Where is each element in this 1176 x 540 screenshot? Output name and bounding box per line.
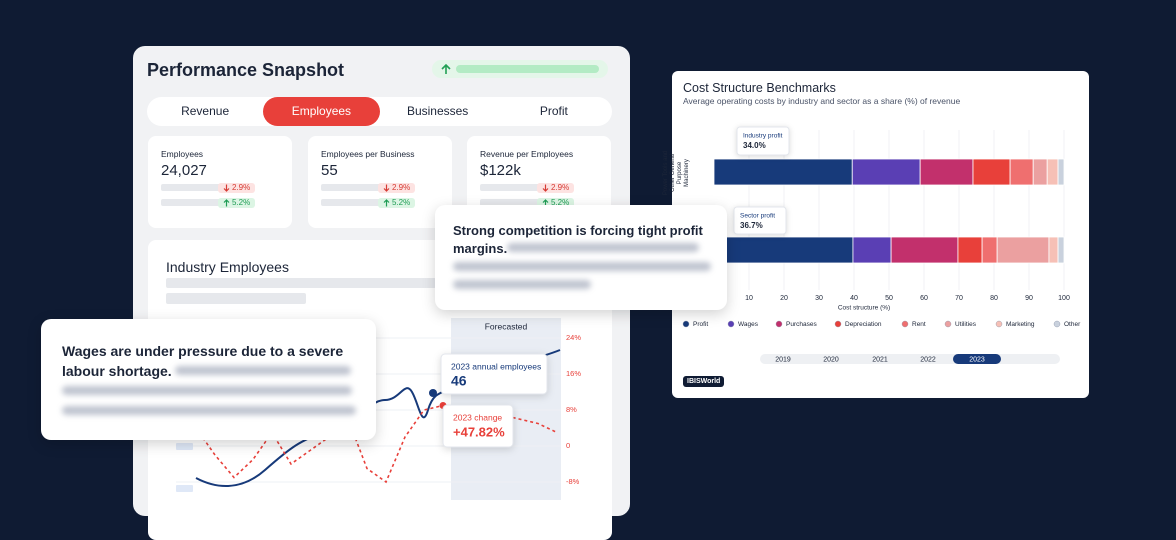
arrow-icon [223,184,230,192]
kpi-label: Revenue per Employees [480,149,574,159]
change-text: 5.2% [392,198,411,207]
insight-card: Wages are under pressure due to a severe… [41,319,376,440]
chart-subtitle: Average operating costs by industry and … [683,96,961,106]
chart-title: Cost Structure Benchmarks [683,81,836,95]
blurred-text [62,406,356,415]
change-badge: 5.2% [218,198,256,208]
insight-headline: Strong competition is forcing tight prof… [453,223,703,256]
insight-card: Strong competition is forcing tight prof… [435,205,727,310]
category-label: Power Tools and Other General Purpose Ma… [663,150,690,196]
change-text: 5.2% [232,198,251,207]
page: Performance Snapshot Revenue Employees Bus… [41,46,1089,540]
card-title: Performance Snapshot [147,60,345,80]
placeholder-bar [166,278,436,288]
placeholder-bar [480,184,560,191]
insight-headline: Wages are under pressure due to a severe… [62,343,344,379]
blurred-text [507,243,699,252]
change-text: 2.9% [551,183,570,192]
kpi-label: Employees [161,149,204,159]
placeholder-bar [161,199,241,206]
kpi-value: 55 [321,162,338,179]
arrow-icon [223,199,230,207]
change-badge: 2.9% [378,183,416,193]
tab[interactable]: Revenue [181,104,230,118]
change-badge: 2.9% [218,183,256,193]
tab[interactable]: Profit [539,104,568,118]
tab[interactable]: Employees [263,97,380,126]
change-text: 5.2% [551,198,570,207]
change-text: 2.9% [392,183,411,192]
up-arrow-icon [441,63,451,74]
placeholder-bar [480,199,560,206]
arrow-icon [383,199,390,207]
change-badge: 2.9% [537,183,575,193]
blurred-text [62,386,352,395]
tab[interactable]: Businesses [406,104,469,118]
blurred-text [453,280,591,289]
placeholder-bar [321,199,401,206]
kpi-card: Employees 24,027 2.9% 5.2% [148,136,292,228]
arrow-icon [542,184,549,192]
change-text: 2.9% [232,183,251,192]
blurred-text [175,366,351,375]
tab-bar: Revenue Employees Businesses Profit [147,97,612,126]
logo: IBISWorld [683,376,725,387]
placeholder-bar [166,293,306,304]
cost-card: Cost Structure Benchmarks Average operat… [663,71,1089,398]
kpi-value: 24,027 [161,162,207,179]
change-badge: 5.2% [378,198,416,208]
placeholder-bar [161,184,241,191]
arrow-icon [383,184,390,192]
status-bar [456,65,599,73]
chart-title: Industry Employees [166,259,289,275]
kpi-card: Employees per Business 55 2.9% 5.2% [308,136,452,228]
status-pill [432,60,608,78]
kpi-label: Employees per Business [321,149,415,159]
kpi-value: $122k [480,162,521,179]
blurred-text [453,262,711,271]
placeholder-bar [321,184,401,191]
